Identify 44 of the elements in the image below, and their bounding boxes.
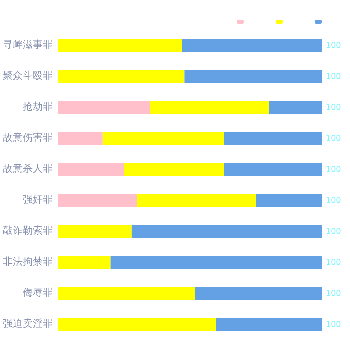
bar — [58, 39, 182, 52]
bar — [256, 194, 322, 207]
total-label: 100 — [326, 289, 342, 298]
bar — [58, 194, 138, 207]
bar — [137, 194, 256, 207]
y-tick-label: 故意伤害罪 — [3, 132, 53, 144]
bar — [224, 132, 322, 145]
y-tick-label: 故意杀人罪 — [3, 163, 53, 175]
bar — [58, 287, 196, 300]
y-tick-label: 强迫卖淫罪 — [3, 318, 53, 330]
total-label: 100 — [326, 41, 342, 50]
total-label: 100 — [326, 227, 342, 236]
bar — [102, 132, 224, 145]
bar — [58, 225, 132, 238]
total-label: 100 — [326, 134, 342, 143]
total-label: 100 — [326, 258, 342, 267]
bar — [150, 101, 270, 114]
y-tick-label: 寻衅滋事罪 — [3, 39, 53, 51]
bar — [58, 70, 185, 83]
bar — [110, 256, 322, 269]
total-label: 100 — [326, 103, 342, 112]
bar — [216, 318, 322, 331]
bar — [124, 163, 224, 176]
y-tick-label: 侮辱罪 — [23, 287, 53, 299]
bar — [58, 101, 150, 114]
y-tick-label: 强奸罪 — [23, 195, 53, 206]
bar — [132, 225, 322, 238]
bar — [269, 101, 322, 114]
total-label: 100 — [326, 165, 342, 174]
total-label: 100 — [326, 320, 342, 329]
total-label: 100 — [326, 196, 342, 205]
y-tick-label: 敲诈勒索罪 — [3, 225, 53, 237]
bar — [182, 39, 322, 52]
bar — [195, 287, 322, 300]
total-label: 100 — [326, 72, 342, 81]
bar — [58, 132, 103, 145]
bar — [184, 70, 322, 83]
bar — [58, 163, 124, 176]
bar — [224, 163, 322, 176]
bar — [58, 256, 111, 269]
y-tick-label: 聚众斗殴罪 — [3, 70, 53, 82]
bar — [58, 318, 216, 331]
y-tick-label: 非法拘禁罪 — [3, 256, 53, 268]
y-tick-label: 抢劫罪 — [23, 101, 53, 113]
